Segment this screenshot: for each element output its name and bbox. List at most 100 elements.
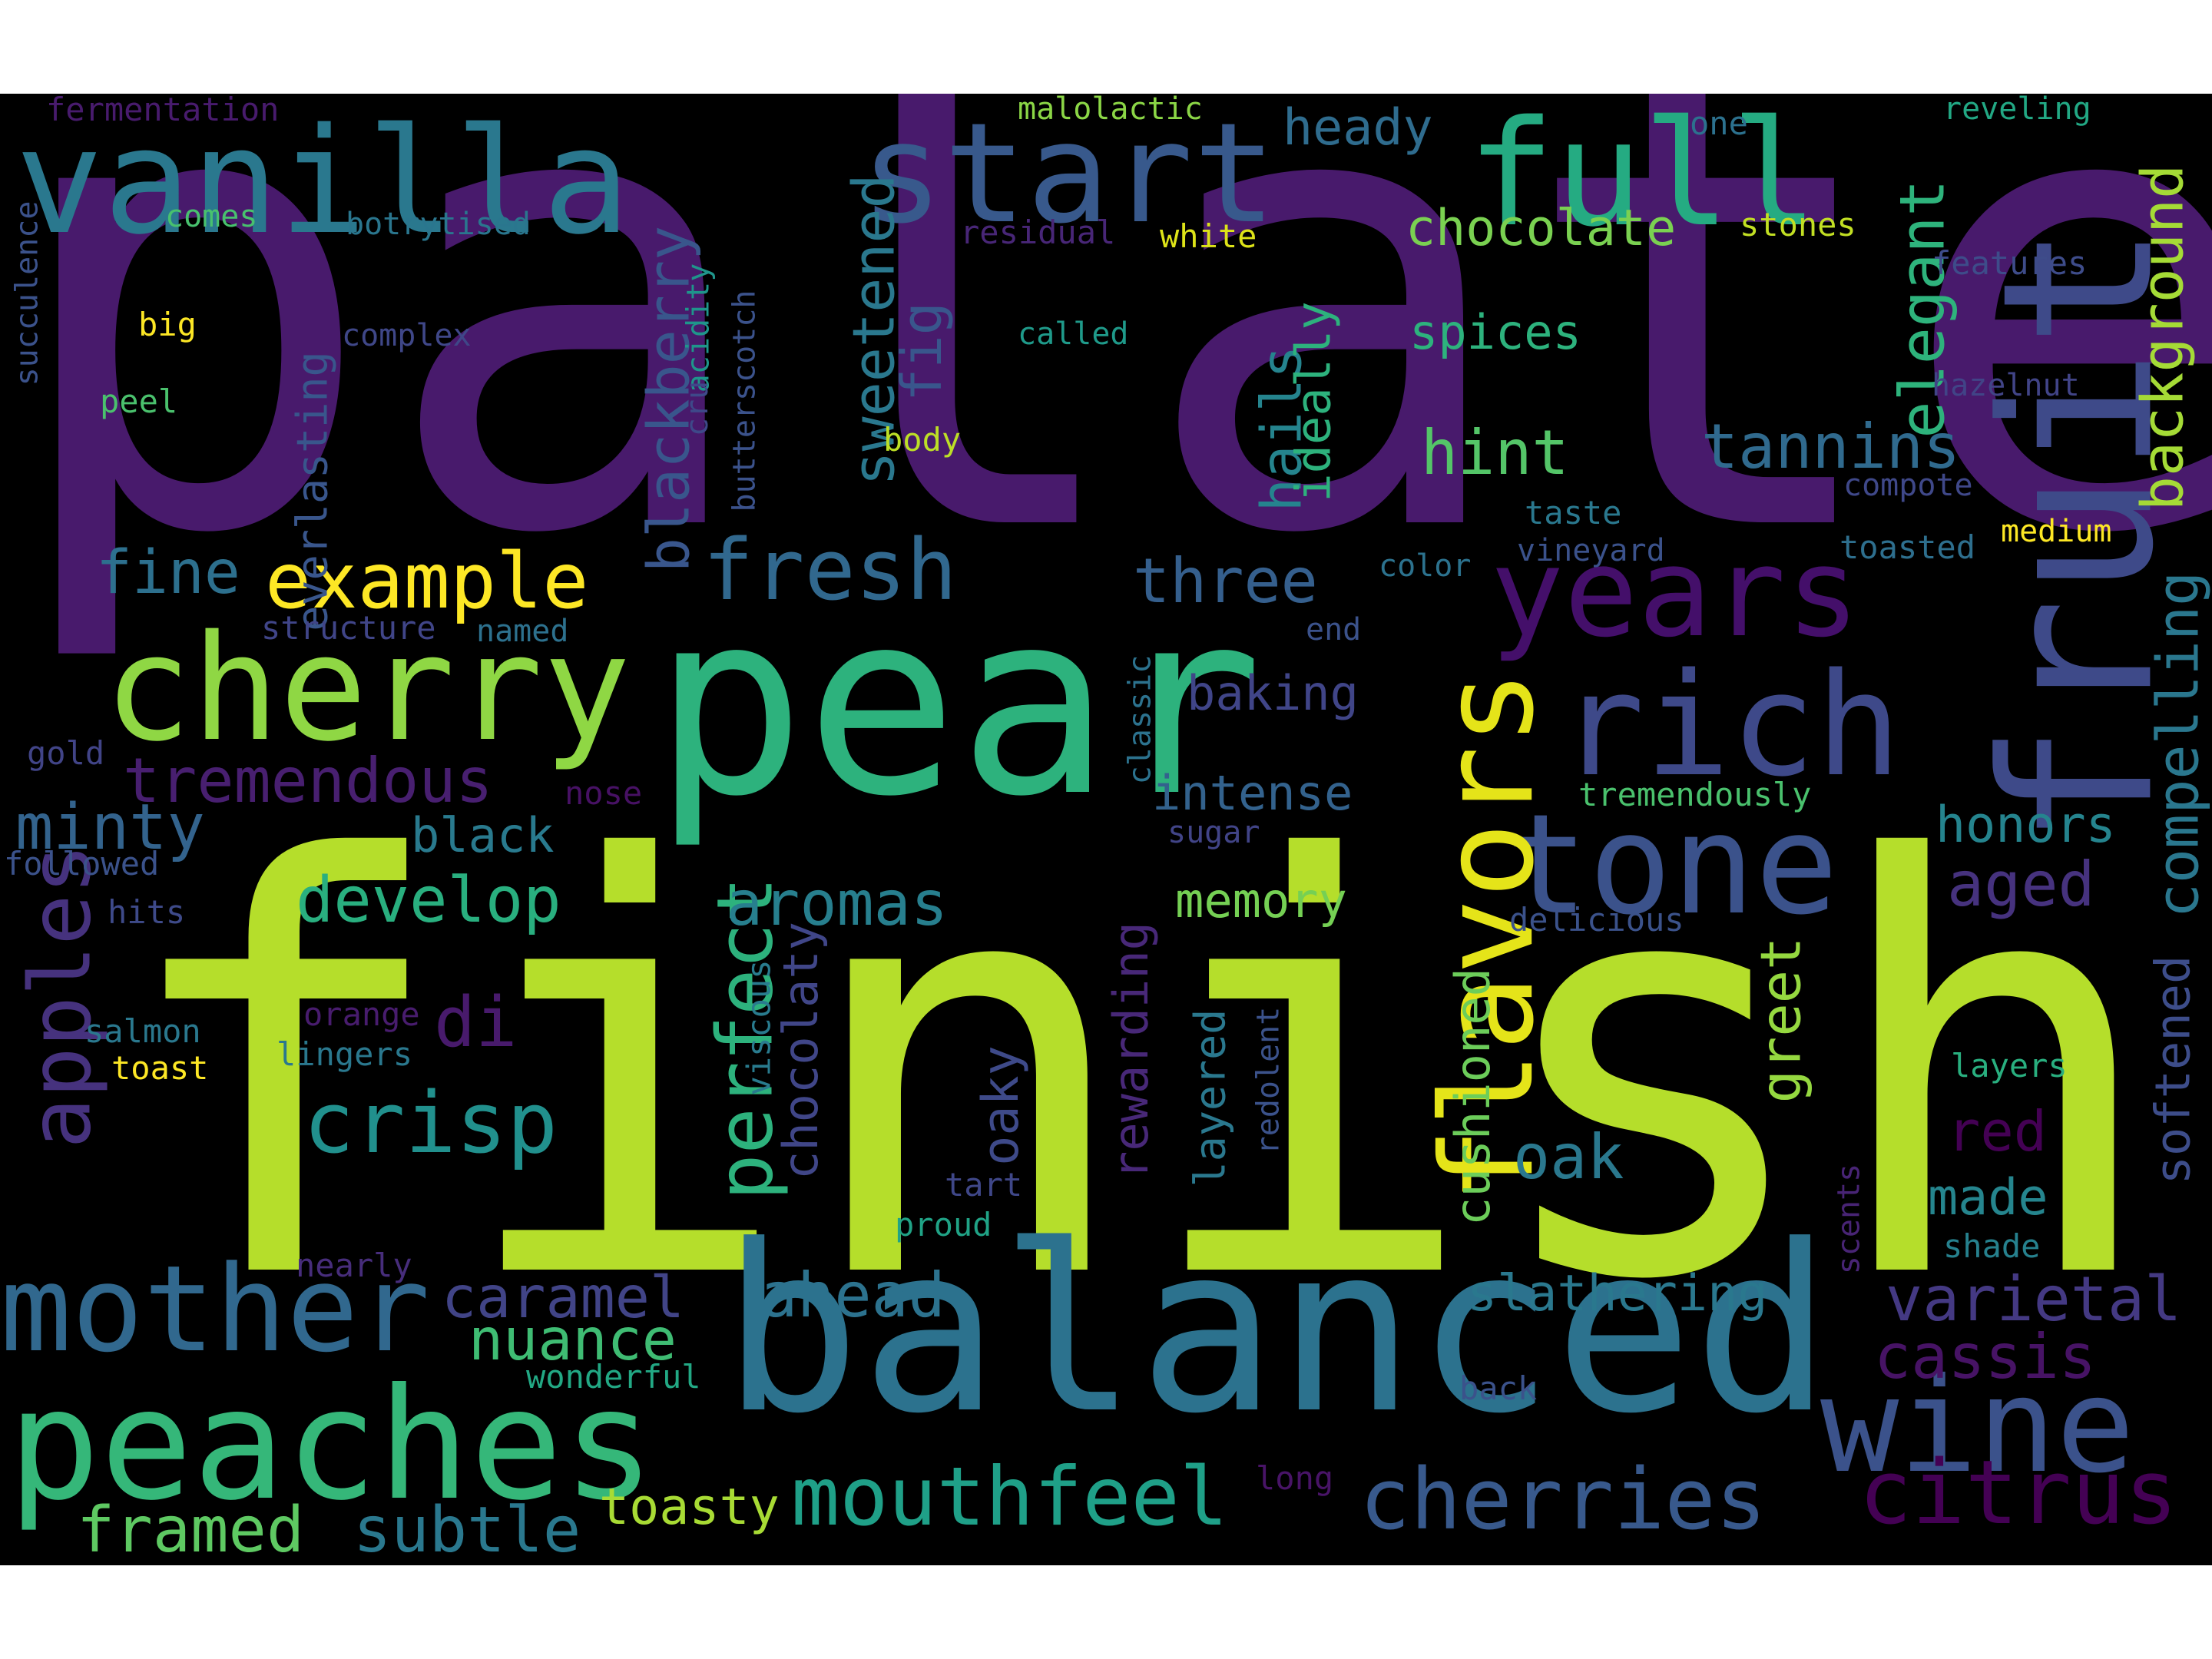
word-pear: pear: [653, 557, 1263, 852]
word-cru: cru: [680, 380, 716, 437]
word-everlasting: everlasting: [287, 351, 337, 631]
word-example: example: [265, 536, 589, 626]
word-called: called: [1018, 316, 1129, 352]
word-gold: gold: [27, 734, 105, 772]
word-wine: wine: [1820, 1350, 2135, 1502]
word-background: background: [2128, 164, 2197, 512]
word-honors: honors: [1936, 796, 2116, 854]
word-residual: residual: [960, 214, 1116, 251]
word-chocolate: chocolate: [1406, 200, 1677, 257]
word-sugar: sugar: [1167, 815, 1260, 850]
word-cloud: palate finish pear balanced fruit vanill…: [0, 94, 2212, 1565]
word-black: black: [411, 807, 555, 863]
word-finish: finish: [111, 742, 2165, 1404]
word-mouthfeel: mouthfeel: [791, 1450, 1228, 1544]
word-start: start: [860, 94, 1277, 254]
word-years: years: [1490, 521, 1860, 664]
word-vineyard: vineyard: [1517, 533, 1665, 568]
word-wonderful: wonderful: [526, 1358, 701, 1396]
word-heady: heady: [1283, 99, 1433, 157]
word-framed: framed: [77, 1494, 305, 1565]
word-back: back: [1459, 1369, 1538, 1407]
word-layered: layered: [1185, 1008, 1235, 1187]
word-hint: hint: [1421, 417, 1569, 488]
word-aged: aged: [1947, 849, 2095, 920]
word-toast: toast: [111, 1049, 209, 1087]
word-acidity: acidity: [680, 263, 717, 393]
word-peaches: peaches: [8, 1356, 655, 1535]
word-delicious: delicious: [1509, 901, 1684, 939]
word-reveling: reveling: [1943, 94, 2091, 127]
word-scents: scents: [1831, 1163, 1867, 1275]
word-cherry: cherry: [104, 604, 631, 773]
word-palate: palate: [0, 94, 2212, 671]
word-tremendously: tremendously: [1578, 776, 1812, 813]
word-compelling: compelling: [2144, 571, 2212, 919]
word-complex: complex: [342, 318, 472, 353]
word-medium: medium: [2001, 514, 2112, 549]
word-greet: greet: [1748, 936, 1813, 1104]
word-big: big: [138, 306, 197, 343]
word-long: long: [1256, 1459, 1334, 1497]
word-layers: layers: [1951, 1047, 2068, 1084]
word-body: body: [883, 421, 962, 459]
word-cushioned: cushioned: [1444, 968, 1501, 1226]
word-followed: followed: [4, 845, 160, 882]
word-red: red: [1947, 1099, 2048, 1164]
word-redolent: redolent: [1250, 1006, 1286, 1155]
word-tone: tone: [1505, 785, 1839, 945]
word-di: di: [434, 982, 518, 1063]
word-color: color: [1379, 548, 1472, 584]
word-comes: comes: [165, 199, 258, 234]
word-toasty: toasty: [599, 1479, 780, 1536]
word-fresh: fresh: [703, 521, 958, 619]
word-slathering: slathering: [1467, 1265, 1768, 1323]
word-features: features: [1932, 244, 2088, 282]
word-proud: proud: [895, 1206, 992, 1243]
word-compote: compote: [1843, 468, 1973, 503]
word-softened: softened: [2144, 955, 2201, 1185]
word-nearly: nearly: [296, 1247, 412, 1284]
word-ahead: ahead: [760, 1260, 945, 1331]
word-minty: minty: [15, 791, 205, 864]
word-citrus: citrus: [1859, 1442, 2178, 1545]
word-cassis: cassis: [1874, 1321, 2096, 1392]
word-baking: baking: [1187, 665, 1359, 721]
word-tannins: tannins: [1701, 411, 1961, 482]
word-one: one: [1690, 104, 1748, 142]
word-hazelnut: hazelnut: [1932, 368, 2080, 403]
word-named: named: [476, 614, 569, 649]
word-butterscotch: butterscotch: [727, 290, 763, 512]
word-three: three: [1133, 545, 1318, 617]
word-mother: mother: [0, 1240, 430, 1379]
word-lingers: lingers: [276, 1035, 413, 1073]
word-intense: intense: [1152, 765, 1353, 821]
word-ideally: ideally: [1285, 301, 1342, 502]
word-develop: develop: [296, 864, 561, 937]
word-taste: taste: [1525, 494, 1622, 531]
word-succulence: succulence: [9, 200, 45, 386]
word-fermentation: fermentation: [46, 94, 280, 128]
word-memory: memory: [1175, 873, 1347, 929]
word-peel: peel: [100, 382, 178, 420]
word-oaky: oaky: [972, 1045, 1030, 1166]
word-stones: stones: [1740, 206, 1856, 243]
word-aromas: aromas: [726, 868, 948, 939]
word-chocolaty: chocolaty: [772, 922, 829, 1180]
word-rewarding: rewarding: [1102, 922, 1159, 1180]
word-viscous: viscous: [740, 959, 778, 1096]
word-crisp: crisp: [303, 1074, 558, 1172]
word-spices: spices: [1409, 304, 1581, 360]
word-shade: shade: [1943, 1227, 2041, 1265]
word-hits: hits: [108, 893, 186, 931]
word-tremendous: tremendous: [123, 745, 493, 816]
word-balanced: balanced: [722, 1196, 1832, 1464]
word-subtle: subtle: [353, 1494, 581, 1565]
word-apples: apples: [11, 843, 110, 1149]
word-malolactic: malolactic: [1018, 94, 1203, 127]
word-tart: tart: [945, 1166, 1023, 1204]
word-structure: structure: [261, 609, 436, 647]
word-classic: classic: [1122, 654, 1158, 785]
word-botrytised: botrytised: [346, 207, 531, 242]
word-toasted: toasted: [1839, 528, 1976, 566]
